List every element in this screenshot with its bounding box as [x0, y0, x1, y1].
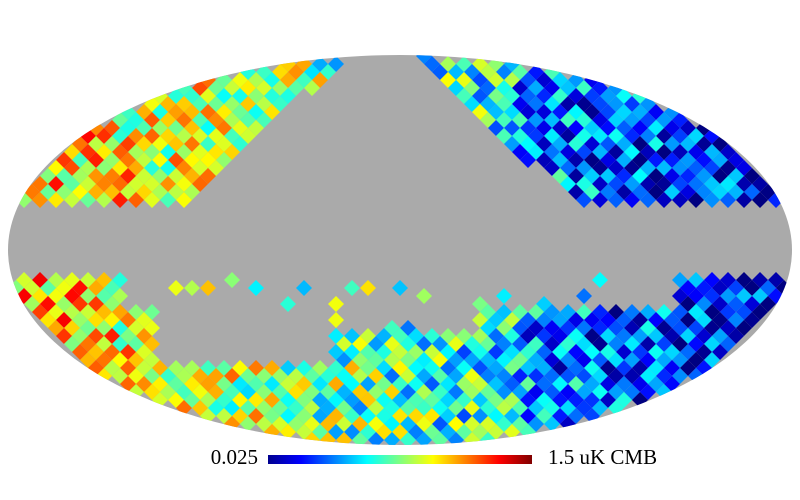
map-pixel: [344, 280, 360, 296]
map-pixel: [128, 192, 144, 208]
map-pixel: [328, 312, 344, 328]
map-pixel: [416, 432, 432, 445]
map-pixel: [96, 192, 112, 208]
map-pixel: [672, 192, 688, 208]
map-pixel: [240, 416, 256, 432]
map-pixel: [592, 192, 608, 208]
map-pixel: [328, 296, 344, 312]
map-pixel: [576, 288, 592, 304]
map-pixel: [544, 416, 560, 432]
map-pixel: [48, 192, 64, 208]
map-pixel: [280, 424, 296, 440]
map-pixel: [720, 192, 736, 208]
map-pixel: [688, 192, 704, 208]
map-pixel: [184, 280, 200, 296]
map-pixel: [592, 272, 608, 288]
map-pixel: [608, 192, 624, 208]
map-pixel: [624, 192, 640, 208]
map-pixel: [640, 192, 656, 208]
map-pixel: [368, 432, 384, 445]
map-pixel: [752, 192, 768, 208]
colorbar-min-label: 0.025: [211, 445, 258, 469]
colorbar: [268, 455, 532, 464]
map-pixel: [704, 192, 720, 208]
map-pixel: [304, 80, 320, 96]
map-pixel: [176, 192, 192, 208]
map-pixel: [112, 192, 128, 208]
map-pixel: [168, 280, 184, 296]
map-pixel: [32, 192, 48, 208]
map-pixel: [656, 192, 672, 208]
map-pixel: [200, 280, 216, 296]
colorbar-max-label: 1.5 uK CMB: [548, 445, 657, 469]
map-pixel: [576, 192, 592, 208]
map-pixel: [496, 288, 512, 304]
map-pixel: [360, 280, 376, 296]
map-pixel: [392, 280, 408, 296]
map-pixel: [64, 192, 80, 208]
map-pixel: [280, 296, 296, 312]
map-pixel: [160, 192, 176, 208]
map-pixel: [736, 192, 752, 208]
map-pixel: [224, 272, 240, 288]
map-pixel: [400, 432, 416, 445]
map-pixel: [80, 192, 96, 208]
map-pixel: [416, 288, 432, 304]
map-pixel: [384, 432, 400, 445]
map-pixel: [520, 152, 536, 168]
map-pixel: [504, 424, 520, 440]
map-pixel: [248, 280, 264, 296]
map-pixel: [296, 280, 312, 296]
map-pixel: [144, 192, 160, 208]
